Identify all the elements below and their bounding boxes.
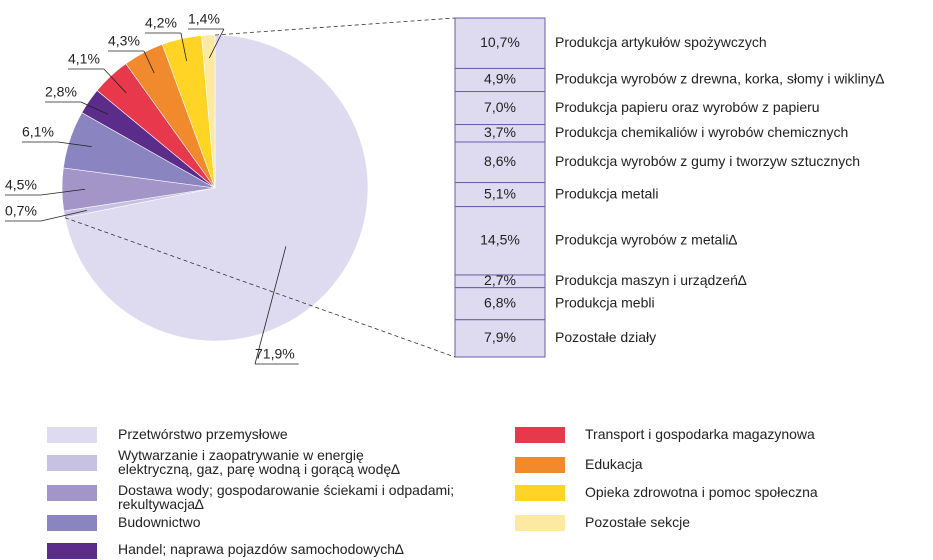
leader-line — [103, 68, 127, 94]
legend-swatch — [515, 427, 565, 443]
segment-value-label: 7,0% — [484, 99, 516, 115]
slice-label: 71,9% — [255, 346, 295, 362]
legend-label: Edukacja — [585, 456, 643, 472]
segment-value-label: 10,7% — [480, 34, 520, 50]
segment-value-label: 5,1% — [484, 185, 516, 201]
leader-line — [254, 246, 287, 365]
legend-swatch — [515, 515, 565, 531]
segment-value-label: 7,9% — [484, 329, 516, 345]
bar-segment — [454, 206, 546, 276]
bar-segment — [454, 17, 546, 69]
segment-value-label: 14,5% — [480, 231, 520, 247]
segment-category-label: Produkcja wyrobów z gumy i tworzyw sztuc… — [555, 153, 860, 169]
slice-label: 0,7% — [5, 203, 37, 219]
legend-label: Handel; naprawa pojazdów samochodowych∆ — [118, 541, 404, 557]
leader-line — [80, 101, 109, 115]
legend-label: Pozostałe sekcje — [585, 514, 691, 530]
leader-line — [208, 28, 225, 59]
segment-value-label: 8,6% — [484, 153, 516, 169]
slice-label: 6,1% — [22, 124, 54, 140]
bar-segment — [454, 141, 546, 184]
bar-segment — [454, 91, 546, 126]
segment-category-label: Produkcja wyrobów z metali∆ — [555, 231, 738, 247]
slice-label: 2,8% — [45, 84, 77, 100]
legend-swatch — [47, 543, 97, 559]
legend-label: Transport i gospodarka magazynowa — [585, 426, 815, 442]
connector — [64, 217, 456, 358]
segment-category-label: Produkcja maszyn i urządzeń∆ — [555, 272, 747, 288]
pie-slice — [201, 34, 216, 189]
pie-slice — [64, 34, 369, 342]
legend-label: Wytwarzanie i zaopatrywanie w energię el… — [118, 447, 400, 477]
segment-category-label: Pozostałe działy — [555, 329, 656, 345]
segment-value-label: 2,7% — [484, 272, 516, 288]
segment-category-label: Produkcja mebli — [555, 294, 655, 310]
legend-label: Budownictwo — [118, 514, 201, 530]
segment-category-label: Produkcja papieru oraz wyrobów z papieru — [555, 99, 820, 115]
legend-swatch — [515, 485, 565, 501]
slice-label: 4,1% — [68, 51, 100, 67]
legend-swatch — [47, 485, 97, 501]
connector — [214, 17, 456, 36]
leader-line — [57, 141, 92, 148]
segment-value-label: 3,7% — [484, 124, 516, 140]
bar-segment — [454, 319, 546, 358]
legend-swatch — [47, 515, 97, 531]
bar-segment — [454, 287, 546, 321]
legend-label: Opieka zdrowotna i pomoc społeczna — [585, 484, 818, 500]
leader-line — [180, 32, 188, 62]
slice-label: 1,4% — [188, 11, 220, 27]
slice-label: 4,5% — [5, 177, 37, 193]
legend-label: Przetwórstwo przemysłowe — [118, 426, 288, 442]
legend-swatch — [47, 427, 97, 443]
legend-swatch — [515, 457, 565, 473]
leader-line — [143, 50, 155, 74]
legend-swatch — [47, 455, 97, 471]
slice-label: 4,2% — [145, 15, 177, 31]
segment-value-label: 6,8% — [484, 294, 516, 310]
segment-category-label: Produkcja artykułów spożywczych — [555, 34, 767, 50]
segment-category-label: Produkcja wyrobów z drewna, korka, słomy… — [555, 71, 885, 87]
segment-category-label: Produkcja metali — [555, 185, 659, 201]
slice-label: 4,3% — [108, 33, 140, 49]
segment-category-label: Produkcja chemikaliów i wyrobów chemiczn… — [555, 124, 848, 140]
segment-value-label: 4,9% — [484, 71, 516, 87]
leader-line — [40, 209, 87, 222]
leader-line — [40, 188, 86, 196]
legend-label: Dostawa wody; gospodarowanie ściekami i … — [118, 482, 455, 512]
